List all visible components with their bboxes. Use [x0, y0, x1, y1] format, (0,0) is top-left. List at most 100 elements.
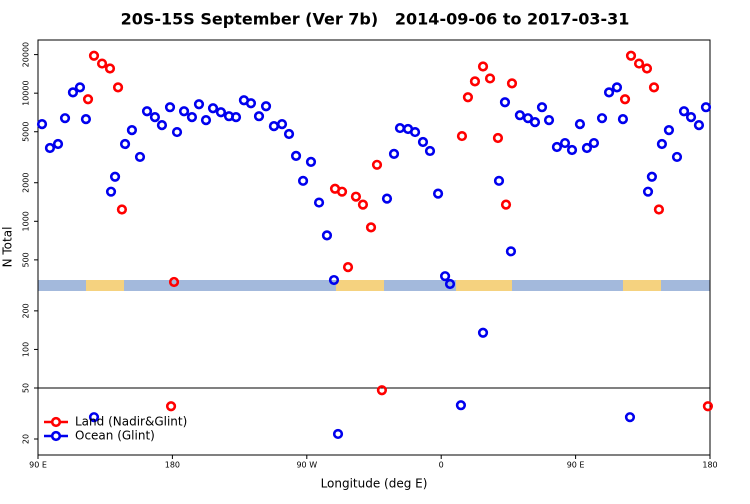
y-tick-label: 1000: [22, 211, 31, 231]
point: [105, 186, 117, 197]
point: [624, 412, 636, 423]
point: [134, 151, 146, 163]
point: [260, 101, 272, 112]
point: [321, 230, 333, 241]
point: [104, 63, 116, 74]
point: [116, 204, 128, 215]
point: [522, 113, 534, 124]
point: [619, 94, 631, 105]
point: [245, 98, 257, 109]
point: [376, 385, 388, 396]
point: [215, 107, 227, 118]
y-tick-label: 20000: [22, 42, 31, 67]
x-tick-label: 90 E: [567, 461, 585, 470]
point: [67, 87, 79, 98]
point: [514, 110, 525, 121]
point: [625, 50, 637, 61]
point: [543, 115, 555, 126]
point: [186, 112, 198, 123]
y-axis-label: N Total: [1, 227, 15, 268]
x-tick-label: 180: [702, 461, 717, 470]
point: [444, 278, 456, 290]
point: [109, 171, 121, 182]
point: [633, 58, 645, 69]
land-strip: [456, 280, 512, 291]
point: [36, 119, 48, 130]
point: [290, 150, 302, 161]
point: [417, 136, 429, 148]
point: [439, 271, 451, 282]
point: [559, 137, 571, 149]
point: [193, 99, 205, 110]
point: [678, 106, 690, 117]
point: [493, 175, 505, 186]
point: [477, 327, 489, 338]
point: [642, 186, 654, 197]
point: [566, 144, 578, 156]
point: [141, 106, 153, 117]
point: [603, 87, 615, 98]
point: [88, 50, 100, 61]
plot-frame: [37, 39, 711, 456]
point: [88, 412, 100, 423]
point: [119, 138, 131, 150]
point: [165, 401, 177, 412]
point: [646, 171, 658, 182]
point: [381, 193, 393, 204]
point: [328, 274, 340, 286]
y-tick-label: 5000: [22, 122, 31, 142]
point: [253, 111, 265, 122]
point: [424, 145, 436, 157]
point: [200, 115, 212, 126]
point: [409, 126, 421, 138]
point: [506, 78, 518, 89]
point: [313, 197, 325, 208]
point: [551, 141, 563, 153]
point: [82, 94, 94, 105]
point: [596, 113, 608, 124]
point: [149, 112, 161, 123]
point: [432, 188, 444, 199]
point: [492, 132, 504, 144]
x-tick-label: 90 E: [29, 461, 47, 470]
point: [126, 124, 138, 136]
land-strip: [623, 280, 661, 291]
point: [59, 113, 71, 124]
point: [477, 61, 489, 72]
point: [268, 121, 280, 132]
point: [350, 191, 362, 202]
point: [656, 138, 668, 150]
point: [581, 142, 593, 154]
legend-label: Land (Nadir&Glint): [75, 415, 187, 429]
legend-marker: [50, 416, 62, 428]
x-tick-label: 0: [439, 461, 444, 470]
point: [500, 199, 512, 210]
y-tick-label: 2000: [22, 173, 31, 193]
point: [641, 63, 653, 74]
point: [305, 156, 317, 167]
point: [702, 401, 714, 412]
chart-title: 20S-15S September (Ver 7b) 2014-09-06 to…: [121, 10, 630, 29]
point: [171, 126, 183, 138]
point: [112, 82, 124, 93]
y-tick-label: 100: [22, 342, 31, 357]
point: [648, 82, 660, 93]
y-tick-label: 20: [22, 434, 31, 444]
point: [365, 222, 377, 233]
y-tick-label: 50: [22, 383, 31, 393]
y-tick-label: 500: [22, 252, 31, 267]
point: [44, 142, 56, 154]
point: [505, 246, 517, 257]
point: [276, 119, 288, 130]
point: [469, 76, 481, 87]
point: [52, 138, 64, 150]
point: [394, 122, 406, 134]
point: [529, 117, 541, 128]
point: [499, 97, 511, 108]
point: [462, 92, 474, 103]
point: [456, 130, 468, 142]
point: [74, 82, 86, 93]
point: [388, 148, 400, 160]
point: [178, 106, 190, 117]
